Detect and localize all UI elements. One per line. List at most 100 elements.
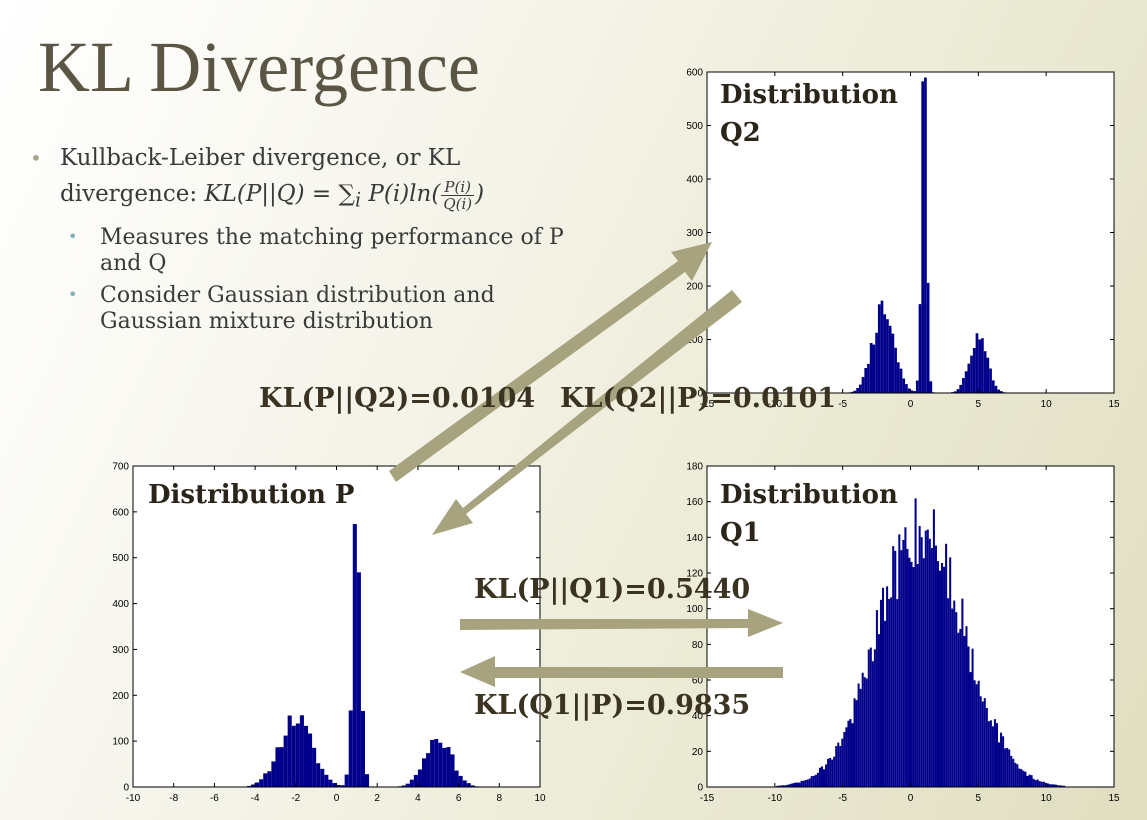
y-tick-label: 400: [112, 599, 129, 610]
histogram-bar: [1038, 781, 1041, 787]
plot-q2: -15 -10 -5 0 5 10 15 0 100 200 300 400 500 600: [686, 68, 1120, 411]
histogram-bar: [858, 384, 862, 393]
histogram-bar: [287, 715, 292, 787]
histogram-bar: [951, 608, 954, 787]
y-tick-label: 300: [112, 645, 129, 656]
histogram-bar: [1034, 780, 1037, 787]
y-tick-label: 20: [692, 747, 704, 758]
histogram-bar: [845, 727, 848, 787]
histogram-bar: [983, 351, 987, 393]
x-tick-label: 10: [1041, 399, 1053, 410]
histogram-bar: [986, 357, 990, 393]
histogram-bar: [953, 391, 957, 393]
histogram-bar: [786, 784, 789, 787]
x-tick-label: 0: [908, 793, 914, 804]
histogram-bar: [872, 344, 876, 393]
histogram-bar: [863, 677, 866, 787]
histogram-bar: [1000, 391, 1003, 393]
histogram-bar: [401, 785, 406, 787]
x-tick-label: -4: [251, 793, 260, 804]
histogram-bar: [417, 769, 422, 787]
histogram-bar: [920, 537, 923, 787]
y-tick-label: 0: [123, 783, 129, 794]
histogram-bar: [279, 747, 284, 787]
histogram-bar: [957, 632, 960, 787]
histogram-bar: [364, 774, 370, 787]
histogram-bar: [1030, 775, 1033, 787]
histogram-bar: [930, 548, 933, 787]
histogram-bar: [978, 339, 982, 393]
histogram-bar: [450, 754, 455, 787]
histogram-bar: [841, 738, 844, 787]
x-tick-label: 2: [374, 793, 380, 804]
kl-q1-p-label: KL(Q1||P)=0.9835: [474, 690, 751, 721]
histogram-bar: [859, 688, 862, 787]
histogram-bar: [879, 599, 883, 787]
histogram-bar: [884, 620, 887, 787]
histogram-bar: [969, 672, 972, 787]
histogram-bar: [1052, 784, 1055, 787]
histogram-bar: [926, 529, 929, 787]
histogram-bar: [899, 368, 903, 393]
histogram-bar: [892, 546, 895, 787]
histogram-bar: [861, 377, 865, 393]
kl-q2-p-label: KL(Q2||P)=0.0101: [560, 383, 837, 414]
y-tick-label: 300: [686, 228, 703, 239]
histogram-bar: [839, 745, 842, 787]
histogram-bar: [928, 538, 931, 787]
bullet-dot-icon: •: [30, 146, 42, 170]
histogram-bar: [434, 738, 439, 787]
histogram-bar: [981, 338, 984, 393]
histogram-bar: [827, 758, 830, 787]
histogram-bar: [867, 649, 870, 787]
histogram-bar: [875, 610, 878, 787]
histogram-bar: [905, 384, 908, 393]
histogram-bar: [861, 672, 864, 787]
histogram-bar: [956, 389, 960, 393]
histogram-bar: [869, 647, 872, 787]
histogram-bar: [259, 779, 264, 787]
histogram-bar: [967, 363, 971, 393]
histogram-bar: [1032, 778, 1035, 787]
plot-frame: [132, 465, 541, 788]
sub-bullet-matching: • Measures the matching performance of P…: [68, 224, 564, 276]
histogram-bar: [409, 779, 414, 787]
histogram-bar: [910, 561, 913, 787]
histogram-bar: [275, 747, 280, 787]
histogram-bar: [910, 390, 914, 393]
histogram-bar: [421, 758, 427, 787]
histogram-bar: [806, 779, 809, 787]
histogram-bar: [794, 782, 797, 787]
y-tick-label: 0: [697, 783, 703, 794]
histogram-bar: [831, 759, 834, 787]
histogram-bar: [348, 710, 353, 787]
histogram-bar: [1042, 781, 1045, 787]
histogram-bar: [947, 598, 950, 787]
histogram-bar: [906, 548, 909, 787]
histogram-bar: [1046, 783, 1049, 787]
histogram-bar: [1000, 732, 1003, 787]
histogram-bar: [818, 767, 821, 787]
histogram-bar: [991, 380, 995, 393]
histogram-bar: [995, 723, 999, 787]
histogram-bar: [837, 742, 840, 787]
histogram-bar: [890, 597, 893, 787]
x-tick-label: -10: [768, 793, 783, 804]
histogram-bar: [788, 784, 791, 787]
x-tick-label: 15: [1108, 793, 1120, 804]
histogram-bar: [963, 636, 966, 787]
y-tick-label: 500: [686, 121, 703, 132]
x-tick-label: -15: [700, 793, 715, 804]
bullet-list: • Kullback-Leiber divergence, or KL dive…: [28, 140, 588, 335]
histogram-bar: [344, 774, 349, 787]
histogram-bar: [808, 778, 811, 787]
plot-title-q1: Distribution Q1: [720, 480, 898, 548]
histogram-bar: [426, 753, 431, 787]
y-tick-label: 400: [686, 175, 703, 186]
x-tick-label: 4: [415, 793, 421, 804]
histogram-bar: [466, 783, 471, 787]
histogram-bar: [865, 678, 868, 787]
histogram-bar: [816, 772, 819, 787]
histogram-bar: [888, 598, 891, 787]
